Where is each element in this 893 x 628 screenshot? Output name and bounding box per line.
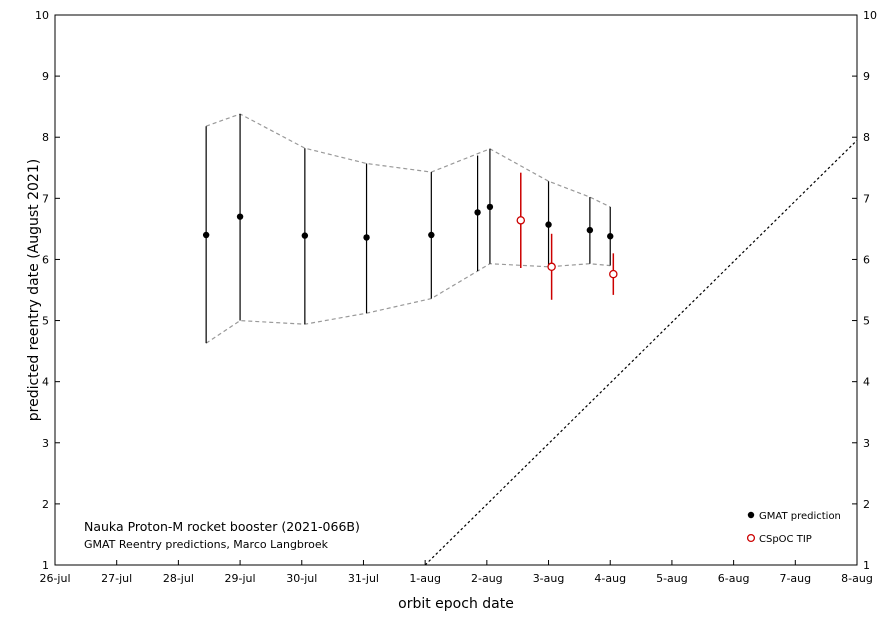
x-axis: 26-jul 27-jul 28-jul 29-jul 30-jul 31-jul 1-au… bbox=[39, 560, 873, 585]
y-tick-label-left: 5 bbox=[42, 315, 49, 328]
x-tick-label: 8-aug bbox=[841, 572, 873, 585]
x-tick-label: 3-aug bbox=[533, 572, 565, 585]
y-tick-label-right: 7 bbox=[863, 192, 870, 205]
cspoc-tip-point bbox=[547, 262, 556, 272]
y-tick-label-left: 10 bbox=[35, 9, 49, 22]
annotation-title: Nauka Proton-M rocket booster (2021-066B… bbox=[84, 519, 360, 534]
y-tick-label-right: 8 bbox=[863, 131, 870, 144]
y-axis-title: predicted reentry date (August 2021) bbox=[26, 159, 42, 421]
x-tick-label: 31-jul bbox=[348, 572, 379, 585]
x-tick-label: 4-aug bbox=[594, 572, 626, 585]
y-tick-label-right: 10 bbox=[863, 9, 877, 22]
legend-label-gmat: GMAT prediction bbox=[759, 511, 841, 522]
gmat-prediction-point bbox=[545, 221, 552, 228]
y-tick-label-right: 2 bbox=[863, 498, 870, 511]
gmat-prediction-point bbox=[301, 232, 309, 239]
y-tick-label-right: 5 bbox=[863, 315, 870, 328]
y-tick-label-right: 1 bbox=[863, 559, 870, 572]
gmat-prediction-point bbox=[586, 226, 594, 234]
y-tick-label-left: 4 bbox=[42, 376, 49, 389]
x-tick-label: 28-jul bbox=[163, 572, 194, 585]
x-tick-label: 6-aug bbox=[718, 572, 750, 585]
cspoc-tip-point bbox=[609, 269, 618, 279]
gmat-prediction-point bbox=[486, 203, 494, 211]
series-layer bbox=[202, 114, 618, 344]
y-tick-label-left: 1 bbox=[42, 559, 49, 572]
y-tick-label-left: 3 bbox=[42, 437, 49, 450]
x-tick-label: 1-aug bbox=[409, 572, 441, 585]
gmat-prediction-point bbox=[474, 209, 481, 216]
y-tick-label-left: 7 bbox=[42, 192, 49, 205]
x-tick-label: 29-jul bbox=[225, 572, 256, 585]
legend: GMAT prediction CSpOC TIP bbox=[746, 511, 841, 545]
y-tick-label-left: 8 bbox=[42, 131, 49, 144]
annotation-subtitle: GMAT Reentry predictions, Marco Langbroe… bbox=[84, 538, 329, 551]
y-tick-label-right: 9 bbox=[863, 70, 870, 83]
x-tick-label: 7-aug bbox=[779, 572, 811, 585]
y-tick-label-right: 6 bbox=[863, 253, 870, 266]
legend-marker-cspoc bbox=[746, 533, 756, 543]
y-tick-label-right: 3 bbox=[863, 437, 870, 450]
legend-marker-gmat bbox=[747, 511, 755, 519]
y-tick-label-left: 2 bbox=[42, 498, 49, 511]
x-tick-label: 2-aug bbox=[471, 572, 503, 585]
cspoc-tip-point bbox=[516, 216, 526, 225]
gmat-prediction-point bbox=[428, 231, 435, 239]
plot-frame bbox=[54, 14, 858, 566]
y-tick-label-right: 4 bbox=[863, 376, 870, 389]
x-tick-label: 26-jul bbox=[39, 572, 70, 585]
reentry-equals-epoch-line bbox=[424, 139, 858, 566]
x-tick-label: 30-jul bbox=[286, 572, 317, 585]
gmat-prediction-point bbox=[363, 234, 370, 241]
envelope-lower-line bbox=[205, 263, 611, 344]
x-tick-label: 5-aug bbox=[656, 572, 688, 585]
gmat-prediction-point bbox=[607, 233, 614, 240]
reference-line bbox=[424, 139, 858, 566]
gmat-prediction-point bbox=[202, 231, 210, 239]
y-axis: 1 1 2 2 3 3 4 4 5 5 6 6 7 7 8 8 9 9 10 10 bbox=[35, 9, 877, 572]
y-tick-label-left: 9 bbox=[42, 70, 49, 83]
x-axis-title: orbit epoch date bbox=[398, 596, 514, 612]
x-tick-label: 27-jul bbox=[101, 572, 132, 585]
y-tick-label-left: 6 bbox=[42, 253, 49, 266]
legend-label-cspoc: CSpOC TIP bbox=[759, 534, 812, 545]
gmat-prediction-point bbox=[236, 213, 244, 220]
